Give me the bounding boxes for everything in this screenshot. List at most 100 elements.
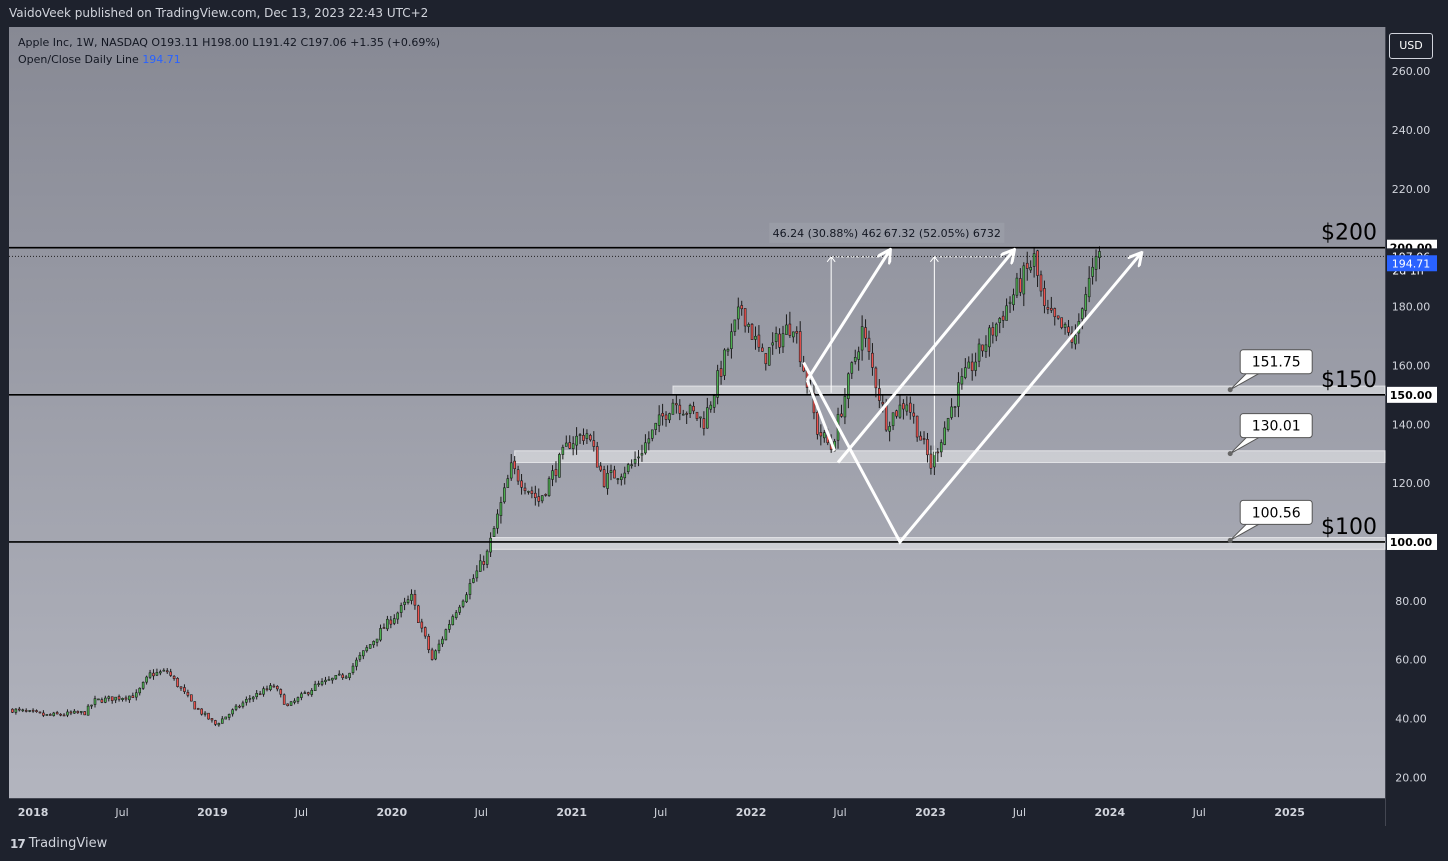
price-tag-bg [1387, 386, 1437, 403]
candle [953, 406, 957, 418]
candle [743, 308, 747, 333]
candle [595, 441, 599, 468]
candle-body [568, 442, 572, 449]
candle [220, 716, 224, 724]
candle [179, 686, 183, 691]
candle [936, 448, 940, 462]
candle [392, 614, 396, 626]
candle [148, 669, 152, 679]
candle-body [499, 502, 503, 516]
price-callout-151.75: 151.75 [1227, 349, 1313, 393]
candle-body [795, 330, 799, 334]
tradingview-logo[interactable]: 17 TradingView [10, 836, 107, 851]
chart-area[interactable]: 46.24 (30.88%) 4624 67.32 (52.05%) 6732 20… [9, 27, 1439, 826]
candle [950, 398, 953, 420]
candle-body [55, 712, 59, 715]
candle [1094, 249, 1098, 282]
candle [620, 473, 623, 486]
candle-body [991, 327, 995, 336]
candle [176, 677, 179, 688]
candle-body [207, 712, 210, 720]
candle [279, 688, 283, 698]
candle-body [922, 438, 926, 440]
candle-body [214, 720, 217, 725]
candle-body [276, 686, 279, 690]
candle [988, 324, 991, 357]
candle [688, 403, 692, 418]
candle [324, 676, 327, 685]
candle-body [458, 606, 461, 613]
candle-body [506, 478, 510, 488]
candle-body [840, 413, 843, 417]
y-tick-label: 60.00 [1395, 654, 1427, 667]
callout-anchor-dot [1227, 451, 1233, 457]
y-tick-label: 220.00 [1392, 183, 1431, 196]
candle-body [406, 599, 410, 603]
candle-body [657, 414, 661, 426]
candle-body [912, 412, 916, 417]
candle-body [241, 702, 245, 707]
candle-body [100, 699, 104, 703]
candle-body [537, 496, 541, 502]
candle [190, 694, 193, 702]
candle-body [258, 693, 262, 696]
candle [461, 599, 465, 609]
candle-body [575, 435, 578, 446]
candle-body [327, 679, 331, 681]
x-tick-label: 2019 [197, 806, 228, 819]
candle-body [1084, 294, 1088, 311]
candle-body [637, 456, 640, 459]
candle [28, 710, 31, 713]
candle-body [695, 411, 699, 419]
candle [626, 462, 630, 475]
candle-body [633, 458, 637, 464]
currency-button[interactable]: USD [1389, 33, 1433, 59]
candle [372, 640, 375, 648]
candle [52, 711, 56, 717]
candle [864, 319, 867, 348]
candle [420, 618, 424, 633]
callout-label: 151.75 [1252, 355, 1301, 371]
candle [778, 328, 781, 354]
candle [227, 713, 231, 721]
candle [489, 532, 492, 558]
candle-body [871, 352, 874, 368]
candles [11, 246, 1101, 727]
x-tick-label: Jul [1012, 806, 1026, 819]
candle [551, 465, 554, 487]
candle-body [31, 709, 35, 712]
x-tick-label: 2023 [915, 806, 946, 819]
price-level-100.00: 100.00 $100 [9, 515, 1437, 550]
candle [974, 352, 977, 377]
candle [165, 668, 169, 674]
candle-body [1005, 305, 1008, 321]
x-tick-label: Jul [1192, 806, 1206, 819]
candle-body [265, 688, 269, 691]
candle [255, 690, 258, 700]
candle [578, 433, 582, 444]
candle-body [558, 454, 561, 478]
candle-body [110, 696, 114, 701]
candle [21, 708, 25, 713]
candle-body [179, 686, 183, 689]
candle-body [423, 627, 427, 637]
candle [310, 688, 314, 697]
candle-body [28, 710, 31, 712]
candle-body [386, 618, 389, 630]
candle-body [564, 442, 568, 447]
candle-body [272, 685, 276, 688]
candle-body [90, 704, 93, 707]
candle-body [853, 357, 857, 362]
candle-body [83, 711, 86, 716]
candle [152, 669, 155, 680]
candle-body [647, 438, 651, 444]
candle-body [145, 676, 148, 683]
candle-body [819, 432, 823, 437]
x-tick-label: 2024 [1094, 806, 1125, 819]
candle-body [21, 709, 25, 712]
candle-body [888, 426, 891, 432]
candle [736, 297, 740, 330]
candle-body [681, 413, 685, 416]
candle [1053, 307, 1057, 326]
